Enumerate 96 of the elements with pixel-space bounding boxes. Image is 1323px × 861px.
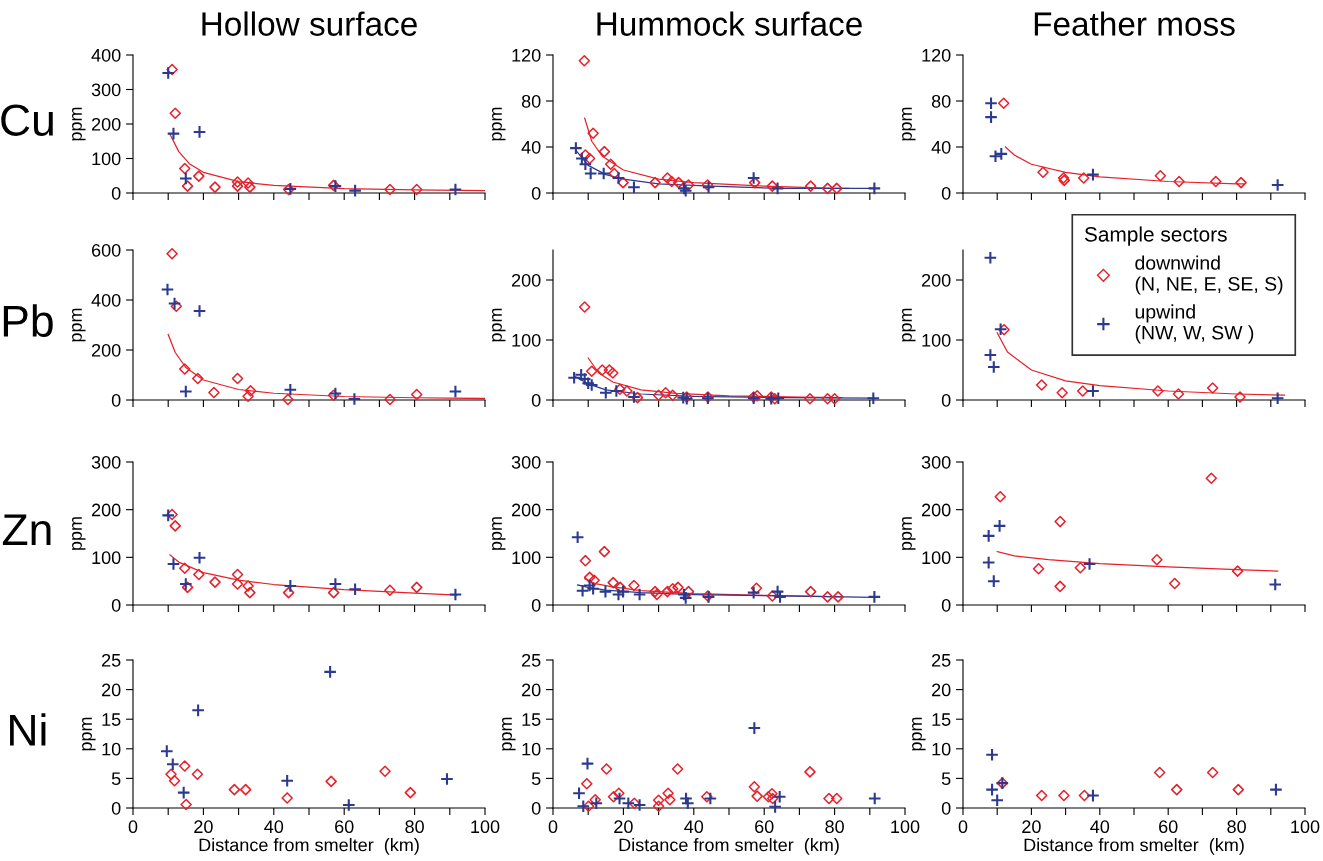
y-tick-label: 200 [511,273,541,287]
y-tick-label: 100 [922,333,951,347]
y-axis-title: ppm [72,107,86,141]
y-tick-label: 10 [522,742,541,756]
x-tick-label: 20 [194,820,213,834]
x-tick-label: 40 [1090,820,1110,834]
y-tick-label: 300 [91,83,121,97]
x-tick-label: 100 [471,820,500,834]
y-tick-label: 15 [932,713,951,726]
y-tick-label: 100 [92,152,121,166]
x-tick-label: 40 [684,820,704,834]
y-tick-label: 0 [531,186,541,200]
x-tick-label: 80 [405,820,424,834]
y-tick-label: 10 [932,742,951,756]
x-axis-title: Distance from smelter (km) [199,838,419,855]
y-tick-label: 300 [91,455,121,469]
y-tick-label: 0 [111,598,121,612]
y-tick-label: 100 [512,551,541,565]
y-tick-label: 25 [932,653,951,667]
text: Cu [1,104,53,136]
y-tick-label: 200 [511,503,541,517]
y-tick-label: 80 [521,94,541,108]
y-tick-label: 5 [941,772,951,786]
y-tick-label: 120 [512,48,541,62]
x-tick-label: 20 [1022,820,1041,834]
text: Zn [2,514,51,545]
y-axis-title: ppm [492,308,506,342]
y-tick-label: 20 [102,683,121,697]
y-axis-title: ppm [72,517,86,550]
y-tick-label: 0 [941,801,951,815]
y-tick-label: 0 [531,393,541,407]
y-tick-label: 25 [522,653,541,667]
y-tick-label: 0 [941,186,951,200]
x-tick-label: 100 [1291,820,1320,834]
y-tick-label: 5 [531,772,541,786]
y-tick-label: 25 [102,653,121,667]
x-tick-label: 0 [958,820,968,834]
y-tick-label: 200 [921,273,951,287]
y-tick-label: 300 [511,455,541,469]
y-axis-title: ppm [902,107,916,141]
y-tick-label: 0 [111,801,121,815]
y-tick-label: 15 [522,713,541,726]
x-tick-label: 0 [128,820,138,834]
x-axis-title: Distance from smelter (km) [1024,838,1244,855]
x-tick-label: 0 [548,820,558,834]
y-tick-label: 20 [932,683,951,697]
chart-title: Feather moss [1034,11,1235,36]
y-tick-label: 0 [531,598,541,612]
y-tick-label: 20 [522,683,541,697]
y-tick-label: 100 [512,333,541,347]
y-tick-label: 200 [91,343,121,357]
y-tick-label: 100 [92,551,121,565]
y-tick-label: 600 [91,243,121,257]
y-tick-label: 200 [91,117,121,131]
y-axis-title: ppm [902,517,916,550]
x-tick-label: 80 [1227,820,1246,834]
text: Ni [10,713,46,746]
y-tick-label: 0 [941,393,951,407]
y-tick-label: 0 [531,801,541,815]
y-axis-title: ppm [912,717,926,751]
x-tick-label: 60 [1159,820,1178,834]
chart-title: Hollow surface [202,11,417,36]
y-tick-label: 120 [922,48,951,62]
y-tick-label: 40 [521,140,541,154]
y-tick-label: 300 [921,455,951,469]
y-tick-label: 0 [941,598,951,612]
y-axis-title: ppm [82,717,96,751]
y-tick-label: 40 [931,140,951,154]
y-tick-label: 400 [91,48,121,62]
legend-label: downwind (N, NE, E, SE, S) [1135,255,1283,295]
x-tick-label: 40 [264,820,284,834]
x-tick-label: 60 [755,820,774,834]
y-tick-label: 5 [111,772,121,786]
legend-title: Sample sectors [1084,226,1227,246]
y-tick-label: 10 [102,742,121,756]
x-tick-label: 100 [891,820,920,834]
y-axis-title: ppm [72,308,86,342]
y-axis-title: ppm [902,308,916,342]
y-axis-title: ppm [502,717,516,751]
x-axis-title: Distance from smelter (km) [619,838,839,855]
chart-title: Hummock surface [597,11,862,36]
legend-label: upwind (NW, W, SW ) [1135,304,1254,344]
y-tick-label: 0 [111,186,121,200]
y-tick-label: 200 [91,503,121,517]
y-tick-label: 0 [111,393,121,407]
y-tick-label: 100 [922,551,951,565]
y-axis-title: ppm [492,107,506,141]
x-tick-label: 20 [614,820,633,834]
y-axis-title: ppm [492,517,506,550]
y-tick-label: 80 [931,94,951,108]
y-tick-label: 200 [921,503,951,517]
x-tick-label: 80 [825,820,844,834]
text: Pb [3,304,53,337]
y-tick-label: 400 [91,293,121,307]
x-tick-label: 60 [335,820,354,834]
y-tick-label: 15 [102,713,121,726]
